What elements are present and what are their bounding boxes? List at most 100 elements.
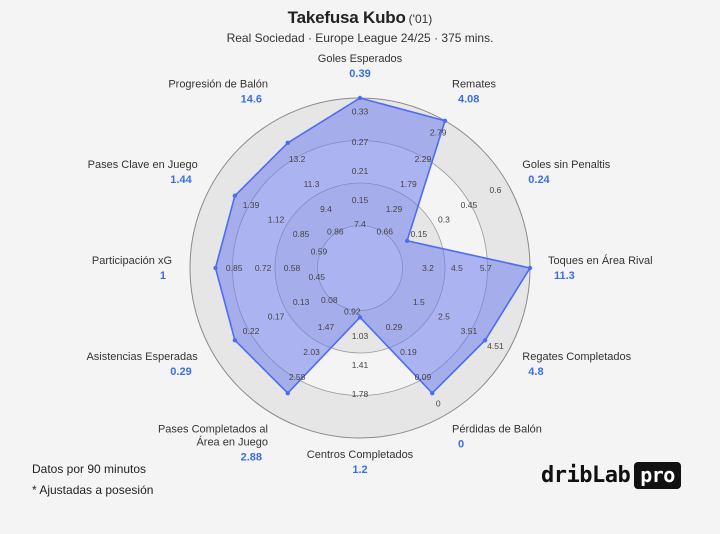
tick-label: 7.4 [354, 219, 366, 229]
axis-value-1: 0.39 [349, 68, 370, 80]
tick-label: 0.85 [226, 263, 243, 273]
tick-label: 1.12 [268, 215, 285, 225]
tick-label: 2.03 [303, 347, 320, 357]
tick-label: 3.2 [422, 263, 434, 273]
axis-label-line: Toques en Área Rival [548, 254, 653, 267]
axis-value-8: 2.88 [241, 451, 262, 463]
tick-label: 0.45 [461, 200, 478, 210]
player-year: ('01) [408, 12, 433, 26]
axis-value-6: 0 [458, 438, 464, 450]
axis-label-4: Toques en Área Rival [548, 254, 653, 267]
tick-label: 0.3 [438, 215, 450, 225]
axis-label-5: Regates Completados [522, 351, 631, 363]
chart-header: Takefusa Kubo ('01) Real Sociedad · Europ… [0, 8, 720, 45]
axis-value-4: 11.3 [554, 270, 575, 282]
tick-label: 0.22 [243, 326, 260, 336]
tick-label: 2.5 [438, 311, 450, 321]
radar-point-11 [232, 193, 238, 198]
axis-label-line: Progresión de Balón [168, 79, 268, 91]
axis-label-3: Goles sin Penaltis [522, 159, 611, 171]
tick-label: 2.79 [430, 128, 447, 138]
axis-label-line: Remates [452, 79, 497, 91]
tick-label: 0.15 [411, 229, 428, 239]
tick-label: 5.7 [480, 263, 492, 273]
tick-label: 11.3 [304, 179, 320, 189]
tick-label: 0.45 [308, 272, 325, 282]
tick-label: 0.59 [311, 246, 328, 256]
axis-label-line: Pases Clave en Juego [88, 159, 198, 171]
tick-label: 0.58 [284, 263, 301, 273]
radar-point-8 [285, 390, 290, 396]
axis-label-9: Asistencias Esperadas [86, 351, 198, 363]
axis-value-7: 1.2 [352, 464, 367, 476]
radar-point-5 [482, 338, 488, 343]
axis-label-10: Participación xG [92, 255, 172, 267]
radar-point-12 [285, 140, 290, 146]
tick-label: 1.5 [413, 297, 425, 307]
tick-label: 0.13 [293, 297, 310, 307]
tick-label: 0.6 [490, 185, 502, 195]
driblab-logo: dribLab pro [541, 462, 681, 489]
tick-label: 0.09 [415, 372, 432, 382]
axis-label-line: Pérdidas de Balón [452, 423, 542, 435]
chart-subtitle: Real Sociedad · Europe League 24/25 · 37… [226, 31, 494, 45]
tick-label: 1.03 [352, 331, 369, 341]
tick-label: 1.47 [318, 322, 335, 332]
axis-value-5: 4.8 [528, 366, 543, 378]
tick-label: 0.08 [321, 295, 338, 305]
tick-label: 0.85 [293, 229, 310, 239]
axis-value-2: 4.08 [458, 94, 479, 106]
tick-label: 0.17 [268, 311, 285, 321]
tick-label: 0.21 [352, 166, 369, 176]
footnote-possession: * Ajustadas a posesión [32, 483, 154, 497]
tick-label: 1.29 [386, 204, 403, 214]
tick-label: 0.86 [327, 226, 344, 236]
axis-label-1: Goles Esperados [318, 53, 403, 65]
axis-label-line: Centros Completados [307, 449, 414, 461]
tick-label: 4.51 [487, 341, 504, 351]
tick-label: 0 [436, 398, 441, 408]
radar-point-3 [404, 238, 410, 243]
axis-value-10: 1 [160, 270, 166, 282]
logo-wordmark: dribLab [541, 463, 631, 488]
tick-label: 0.92 [344, 307, 361, 317]
axis-label-11: Pases Clave en Juego [88, 159, 198, 171]
radar-point-6 [430, 390, 435, 396]
chart-title: Takefusa Kubo ('01) [0, 8, 720, 28]
tick-label: 1.78 [352, 389, 369, 399]
axis-value-12: 14.6 [241, 94, 262, 106]
logo-pro-badge: pro [634, 462, 681, 489]
axis-label-6: Pérdidas de Balón [452, 423, 542, 435]
tick-label: 0.66 [376, 226, 393, 236]
tick-label: 0.29 [386, 322, 403, 332]
tick-label: 3.51 [461, 326, 478, 336]
tick-label: 0.72 [255, 263, 272, 273]
axis-label-line: Goles Esperados [318, 53, 403, 65]
tick-label: 2.29 [415, 154, 432, 164]
tick-label: 13.2 [289, 154, 306, 164]
axis-label-line: Pases Completados al [158, 423, 268, 435]
axis-label-line: Área en Juego [196, 435, 268, 448]
player-name: Takefusa Kubo [287, 8, 406, 27]
tick-label: 4.5 [451, 263, 463, 273]
radar-point-1 [357, 95, 363, 101]
tick-label: 0.33 [352, 107, 369, 117]
axis-value-11: 1.44 [170, 174, 192, 186]
footnote-per90: Datos por 90 minutos [32, 462, 147, 476]
radar-point-2 [442, 118, 448, 123]
radar-point-10 [213, 265, 218, 271]
axis-label-8: Pases Completados al Área en Juego [158, 423, 268, 448]
axis-label-12: Progresión de Balón [168, 79, 268, 91]
axis-value-9: 0.29 [170, 366, 191, 378]
tick-label: 1.79 [400, 179, 417, 189]
radar-point-9 [232, 338, 238, 343]
radar-point-7 [357, 315, 363, 320]
tick-label: 2.58 [289, 372, 306, 382]
axis-value-3: 0.24 [528, 174, 550, 186]
tick-label: 1.39 [243, 200, 260, 210]
tick-label: 9.4 [320, 204, 332, 214]
axis-label-line: Regates Completados [522, 351, 631, 363]
tick-label: 1.41 [352, 360, 369, 370]
axis-label-line: Asistencias Esperadas [86, 351, 198, 363]
